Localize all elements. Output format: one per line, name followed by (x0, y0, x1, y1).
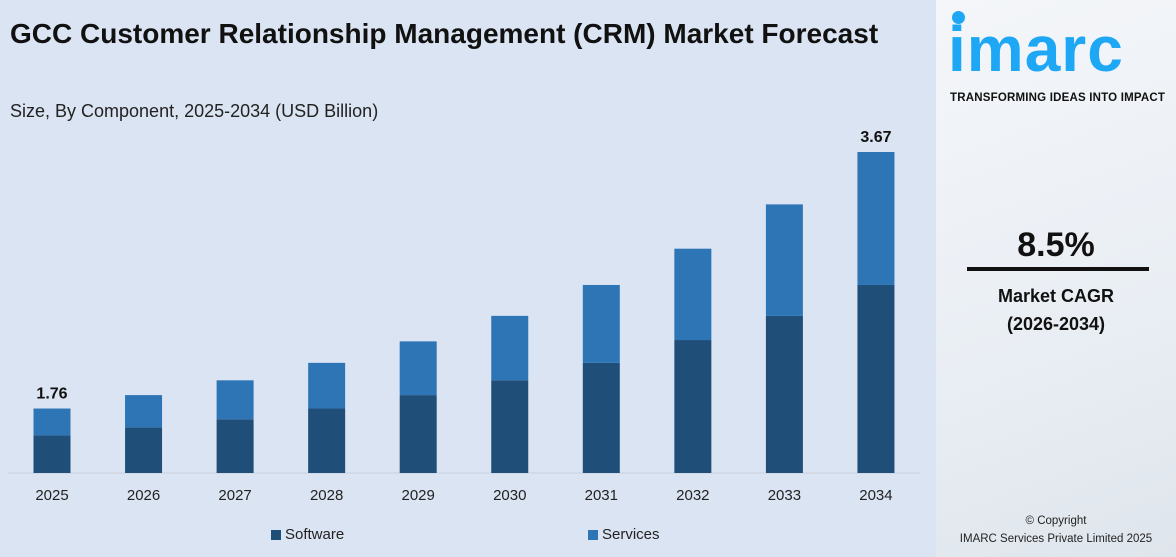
bar-services-2031 (582, 284, 620, 363)
legend-item-software: Software (271, 526, 344, 543)
x-tick-label-2028: 2028 (310, 487, 343, 504)
x-tick-label-2032: 2032 (676, 487, 709, 504)
bar-software-2028 (308, 408, 346, 473)
x-tick-label-2034: 2034 (859, 487, 892, 504)
legend-swatch-services (588, 529, 598, 540)
company-name: IMARC Services Private Limited 2025 (959, 533, 1153, 545)
bar-services-2033 (765, 204, 803, 316)
side-panel: imarc TRANSFORMING IDEAS INTO IMPACT 8.5… (936, 0, 1176, 557)
imarc-logo: imarc (948, 13, 1124, 85)
legend-item-services: Services (588, 526, 660, 543)
cagr-period: (2026-2034) (1006, 314, 1106, 334)
bar-services-2029 (399, 341, 437, 396)
logo-tagline: TRANSFORMING IDEAS INTO IMPACT (950, 92, 1166, 104)
bar-software-2031 (582, 362, 620, 473)
x-tick-label-2025: 2025 (35, 487, 68, 504)
legend-swatch-software (271, 529, 281, 540)
bar-services-2030 (491, 315, 529, 381)
cagr-value: 8.5% (1017, 226, 1095, 264)
bar-services-2026 (125, 395, 163, 428)
chart-subtitle: Size, By Component, 2025-2034 (USD Billi… (10, 101, 379, 121)
bar-services-2034 (857, 152, 895, 285)
bar-services-2027 (216, 380, 254, 420)
bar-software-2026 (125, 427, 163, 473)
bar-software-2029 (399, 395, 437, 473)
bar-services-2028 (308, 362, 346, 409)
bar-chart: 2025 1.76 2026 2027 2028 2029 2030 2031 2032 2033… (8, 129, 920, 504)
x-tick-label-2031: 2031 (585, 487, 618, 504)
data-label-2025: 1.76 (36, 386, 67, 403)
legend-label-software: Software (285, 526, 345, 543)
x-tick-label-2027: 2027 (218, 487, 251, 504)
logo-dot (952, 11, 965, 24)
bar-software-2027 (216, 419, 254, 473)
cagr-divider (967, 267, 1149, 271)
x-tick-label-2033: 2033 (768, 487, 801, 504)
x-tick-label-2026: 2026 (127, 487, 160, 504)
x-tick-label-2030: 2030 (493, 487, 526, 504)
copyright: © Copyright (1025, 515, 1087, 527)
legend-label-services: Services (602, 526, 660, 543)
bar-software-2030 (491, 380, 529, 473)
bar-software-2034 (857, 284, 895, 473)
bar-software-2033 (765, 315, 803, 473)
x-tick-label-2029: 2029 (402, 487, 435, 504)
data-label-2034: 3.67 (860, 129, 891, 146)
bar-software-2032 (674, 340, 712, 473)
cagr-label: Market CAGR (997, 286, 1115, 306)
bar-services-2025 (33, 408, 71, 436)
chart-title: GCC Customer Relationship Management (CR… (10, 18, 879, 49)
bar-services-2032 (674, 248, 712, 341)
bar-software-2025 (33, 435, 71, 473)
